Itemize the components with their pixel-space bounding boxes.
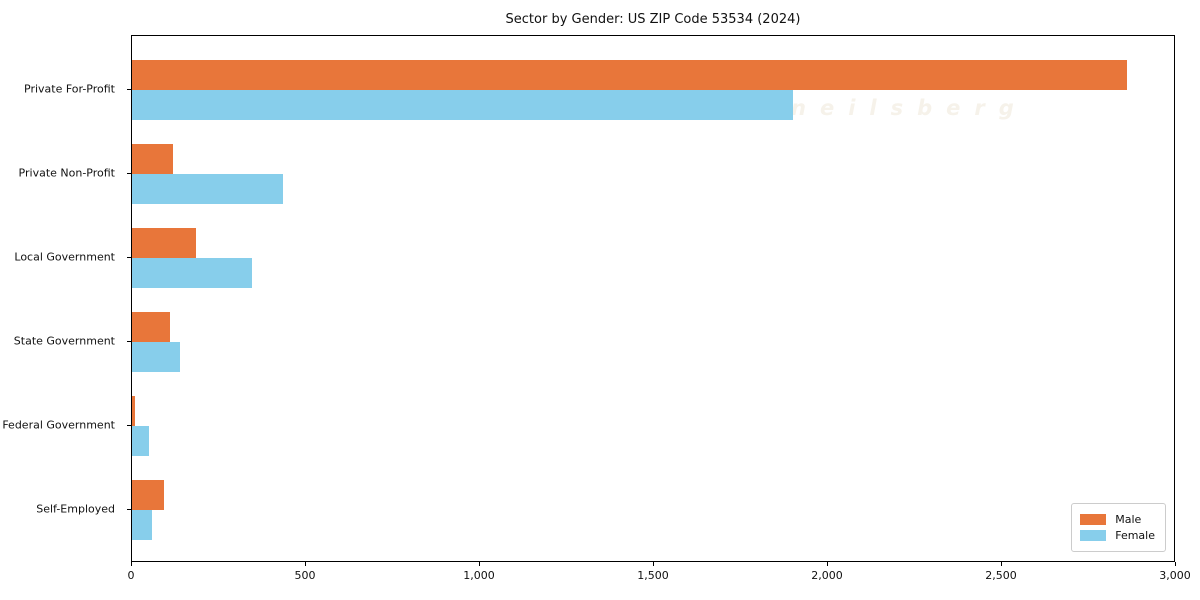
x-tick-mark — [131, 562, 132, 566]
chart-title: Sector by Gender: US ZIP Code 53534 (202… — [505, 12, 801, 27]
x-tick-mark — [827, 562, 828, 566]
legend-label: Female — [1115, 529, 1155, 542]
legend: Male Female — [1071, 503, 1166, 552]
y-tick-mark — [127, 425, 131, 426]
x-tick-label: 1,500 — [637, 569, 669, 582]
y-tick-mark — [127, 89, 131, 90]
bar-male-1 — [132, 60, 1128, 90]
bar-male-6 — [132, 480, 164, 510]
legend-item-female: Female — [1080, 529, 1155, 542]
y-tick-mark — [127, 509, 131, 510]
legend-swatch-male — [1080, 514, 1107, 525]
y-tick-label: Self-Employed — [36, 502, 115, 516]
x-tick-mark — [1001, 562, 1002, 566]
watermark: neilsberg — [791, 96, 1028, 120]
bar-male-4 — [132, 312, 170, 342]
y-tick-mark — [127, 257, 131, 258]
x-tick-mark — [305, 562, 306, 566]
bar-female-5 — [132, 426, 149, 456]
bar-female-2 — [132, 174, 284, 204]
legend-swatch-female — [1080, 530, 1107, 541]
x-tick-label: 2,500 — [985, 569, 1017, 582]
y-tick-label: Local Government — [14, 250, 115, 264]
plot-area: neilsberg Male Female — [131, 35, 1175, 562]
x-tick-label: 2,000 — [811, 569, 843, 582]
bar-female-6 — [132, 510, 152, 540]
x-tick-label: 0 — [127, 569, 135, 582]
x-tick-label: 1,000 — [463, 569, 495, 582]
bar-female-3 — [132, 258, 252, 288]
y-tick-mark — [127, 341, 131, 342]
y-tick-mark — [127, 173, 131, 174]
y-tick-label: Private For-Profit — [24, 82, 115, 96]
x-tick-mark — [653, 562, 654, 566]
bar-female-4 — [132, 342, 180, 372]
x-tick-mark — [479, 562, 480, 566]
x-tick-label: 500 — [294, 569, 316, 582]
x-tick-mark — [1175, 562, 1176, 566]
bar-female-1 — [132, 90, 794, 120]
x-tick-label: 3,000 — [1159, 569, 1191, 582]
y-tick-label: Federal Government — [2, 418, 115, 432]
bar-male-3 — [132, 228, 196, 258]
legend-item-male: Male — [1080, 513, 1155, 526]
bar-male-5 — [132, 396, 136, 426]
y-tick-label: State Government — [13, 334, 115, 348]
y-axis-labels: Private For-Profit Private Non-Profit Loca… — [0, 0, 123, 600]
legend-label: Male — [1115, 513, 1142, 526]
y-tick-label: Private Non-Profit — [18, 166, 115, 180]
bar-male-2 — [132, 144, 173, 174]
